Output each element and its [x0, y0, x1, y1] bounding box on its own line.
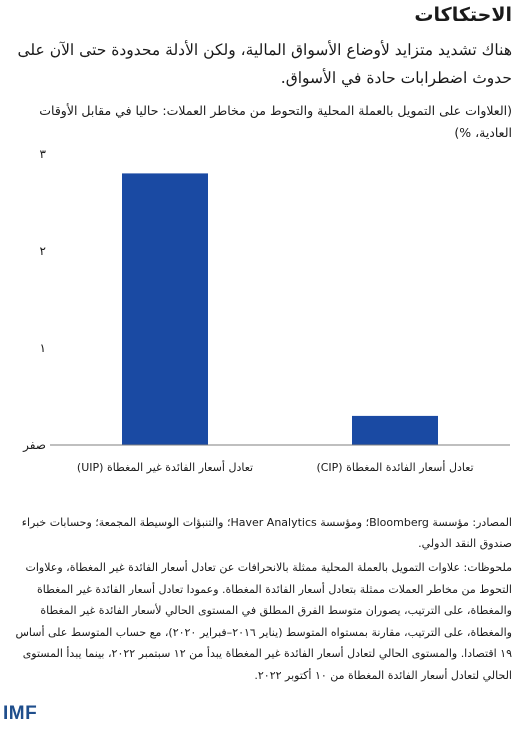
- sources-note: المصادر: مؤسسة Bloomberg؛ ومؤسسة Haver A…: [21, 516, 512, 550]
- y-tick-label: ٢: [40, 244, 46, 258]
- notes-text: ملحوظات: علاوات التمويل بالعملة المحلية …: [15, 561, 512, 682]
- category-label: تعادل أسعار الفائدة المغطاة (CIP): [316, 460, 473, 474]
- bar-chart: صفر ١ ٢ ٣ تعادل أسعار الفائدة غير المغطاة (…: [22, 147, 510, 474]
- imf-logo: IMF: [3, 703, 38, 724]
- y-tick-label: صفر: [22, 438, 46, 453]
- bar-0: [122, 173, 208, 445]
- y-tick-label: ١: [40, 341, 46, 355]
- y-tick-label: ٣: [40, 147, 47, 161]
- chart-subtitle: هناك تشديد متزايد لأوضاع الأسواق المالية…: [17, 41, 512, 87]
- chart-title: الاحتكاكات: [414, 4, 512, 26]
- category-label: تعادل أسعار الفائدة غير المغطاة (UIP): [77, 460, 253, 474]
- bar-1: [352, 415, 438, 445]
- units-label: (العلاوات على التمويل بالعملة المحلية وا…: [39, 103, 512, 140]
